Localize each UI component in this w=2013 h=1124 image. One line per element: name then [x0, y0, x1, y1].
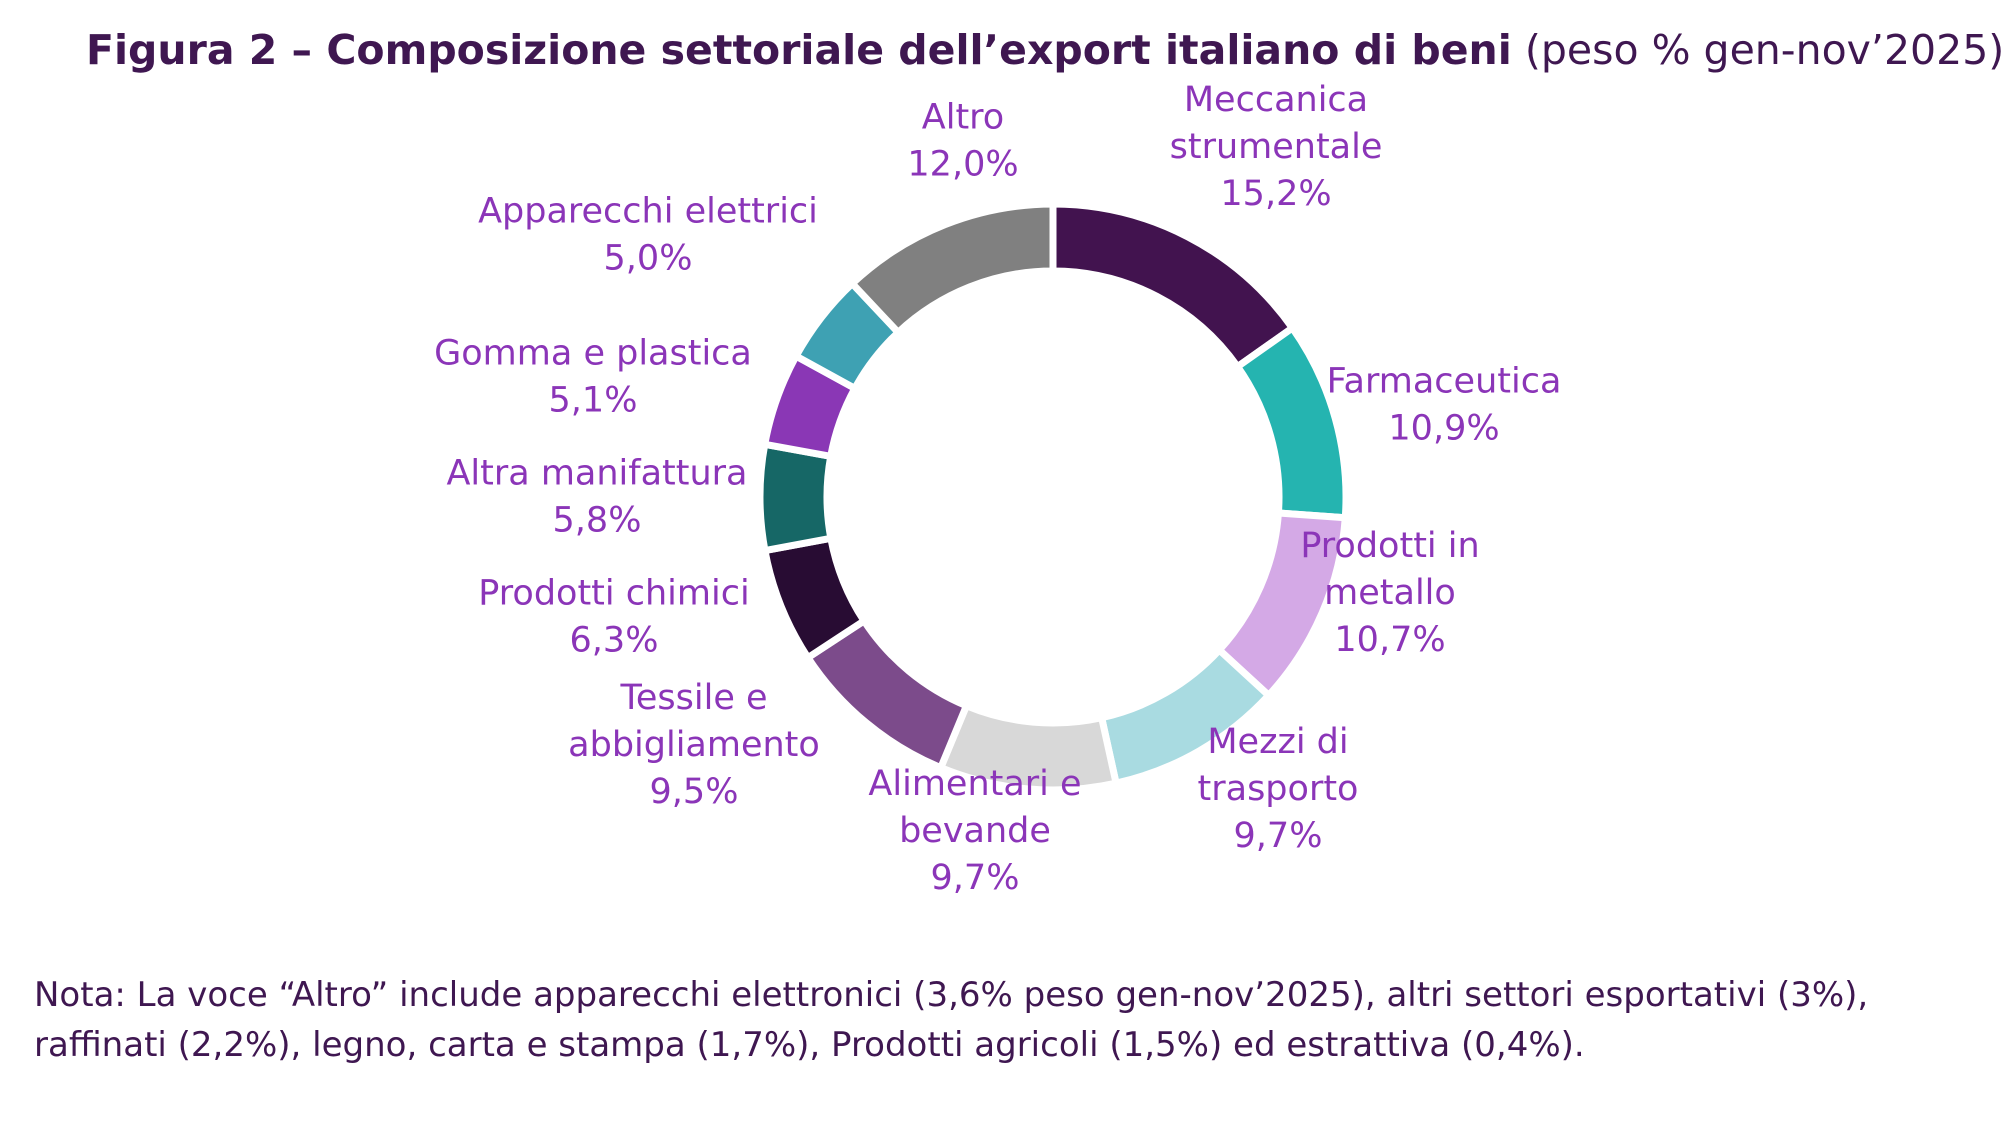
slice-altra-manifattura — [756, 440, 835, 555]
label-line: Meccanica — [1184, 80, 1368, 120]
label-line: Prodotti in — [1300, 526, 1479, 566]
label-altro: Altro 12,0% — [907, 98, 1018, 185]
slice-farmaceutica — [1232, 323, 1350, 522]
label-line: Farmaceutica — [1327, 362, 1562, 402]
label-line: strumentale — [1170, 127, 1383, 167]
label-line: 12,0% — [907, 145, 1018, 185]
label-line: bevande — [899, 811, 1051, 851]
slice-mezzi-di-trasporto — [1097, 645, 1274, 788]
label-line: 9,7% — [1234, 816, 1323, 856]
label-prodotti-chimici: Prodotti chimici 6,3% — [478, 574, 749, 661]
label-alimentari-e-bevande: Alimentari e bevande 9,7% — [868, 764, 1081, 898]
chart-title-period: (peso % gen-nov’2025) — [1524, 26, 2005, 74]
label-line: trasporto — [1198, 769, 1359, 809]
label-line: Altra manifattura — [446, 454, 747, 494]
label-mezzi-di-trasporto: Mezzi di trasporto 9,7% — [1198, 722, 1359, 856]
label-line: 10,9% — [1388, 409, 1499, 449]
label-line: Prodotti chimici — [478, 574, 749, 614]
label-gomma-e-plastica: Gomma e plastica 5,1% — [434, 334, 752, 421]
label-apparecchi-elettrici: Apparecchi elettrici 5,0% — [478, 192, 818, 279]
label-tessile-e-abbigliamento: Tessile e abbigliamento 9,5% — [568, 678, 820, 812]
label-line: metallo — [1324, 573, 1456, 613]
label-line: abbigliamento — [568, 725, 820, 765]
label-line: Gomma e plastica — [434, 334, 752, 374]
label-line: 10,7% — [1334, 620, 1445, 660]
label-line: Alimentari e — [868, 764, 1081, 804]
label-line: 5,1% — [549, 381, 638, 421]
label-line: 9,5% — [650, 772, 739, 812]
label-line: 9,7% — [931, 858, 1020, 898]
footnote: Nota: La voce “Altro” include apparecchi… — [34, 975, 1869, 1065]
chart-title-main: Figura 2 – Composizione settoriale dell’… — [86, 26, 1512, 74]
label-line: 15,2% — [1220, 174, 1331, 214]
label-line: Apparecchi elettrici — [478, 192, 818, 232]
slice-altro — [847, 200, 1057, 338]
label-farmaceutica: Farmaceutica 10,9% — [1327, 362, 1562, 449]
label-line: 5,0% — [604, 239, 693, 279]
label-line: Mezzi di — [1207, 722, 1348, 762]
label-line: Altro — [922, 98, 1004, 138]
label-line: 6,3% — [570, 621, 659, 661]
label-line: 5,8% — [553, 501, 642, 541]
label-altra-manifattura: Altra manifattura 5,8% — [446, 454, 747, 541]
label-meccanica-strumentale: Meccanica strumentale 15,2% — [1170, 80, 1383, 214]
slice-meccanica-strumentale — [1049, 200, 1298, 372]
label-line: Tessile e — [619, 678, 767, 718]
chart-title: Figura 2 – Composizione settoriale dell’… — [86, 22, 2004, 78]
label-prodotti-in-metallo: Prodotti in metallo 10,7% — [1300, 526, 1479, 660]
